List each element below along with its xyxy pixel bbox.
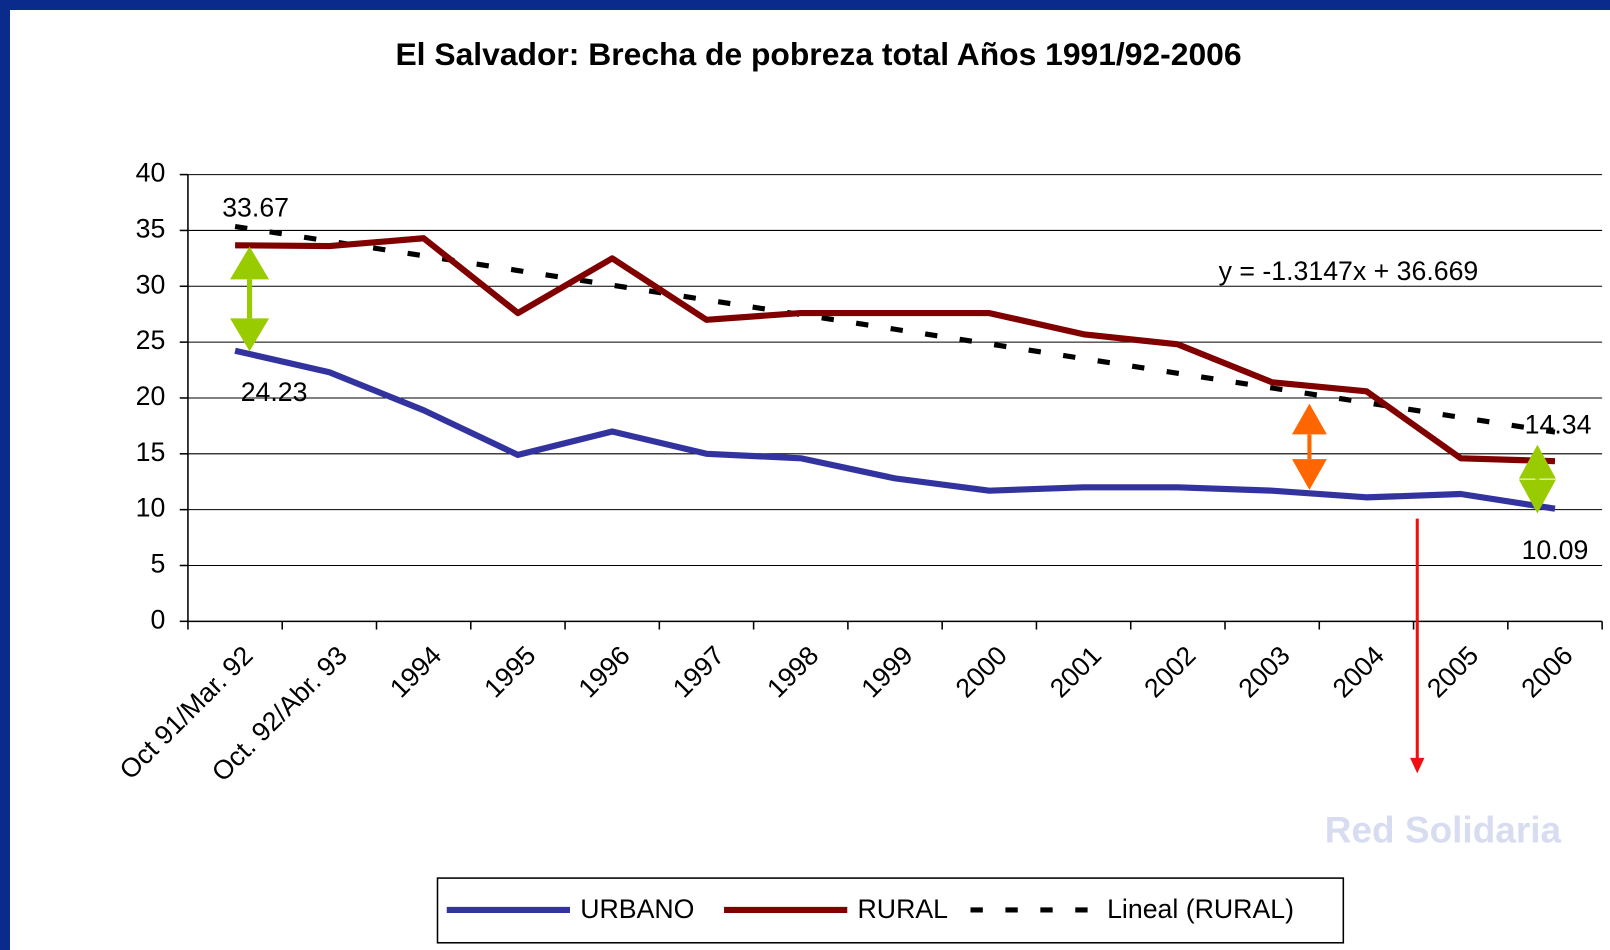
y-tick-label: 35	[136, 213, 166, 243]
data-label: 14.34	[1525, 409, 1592, 439]
gap-arrow-head	[230, 246, 270, 280]
watermark: Red Solidaria	[1325, 810, 1562, 851]
y-tick-label: 15	[136, 437, 166, 467]
y-tick-label: 10	[136, 493, 166, 523]
legend-label: RURAL	[858, 894, 948, 924]
y-tick-label: 5	[151, 549, 166, 579]
series-line	[235, 235, 1556, 465]
series-line	[234, 347, 1556, 512]
chart-title: El Salvador: Brecha de pobreza total Año…	[395, 36, 1241, 72]
y-tick-label: 25	[136, 325, 166, 355]
data-label: 10.09	[1522, 535, 1589, 565]
legend-label: Lineal (RURAL)	[1107, 894, 1294, 924]
gap-arrow-head	[1518, 479, 1556, 514]
gap-arrow-head	[1291, 459, 1327, 490]
gap-arrow-head	[230, 318, 270, 352]
y-tick-label: 0	[151, 604, 166, 634]
data-label: 24.23	[241, 377, 308, 407]
y-tick-label: 40	[136, 158, 166, 188]
legend-label: URBANO	[580, 894, 694, 924]
gap-arrow-head	[1291, 403, 1327, 435]
legend-box	[436, 877, 1345, 944]
gap-arrow-head	[1518, 444, 1556, 479]
data-label: 33.67	[222, 192, 289, 222]
y-tick-label: 20	[136, 381, 166, 411]
y-tick-label: 30	[136, 269, 166, 299]
pointer-head	[1410, 757, 1425, 774]
trend-line	[234, 223, 1556, 435]
background	[10, 10, 1610, 950]
trend-equation: y = -1.3147x + 36.669	[1219, 256, 1479, 286]
